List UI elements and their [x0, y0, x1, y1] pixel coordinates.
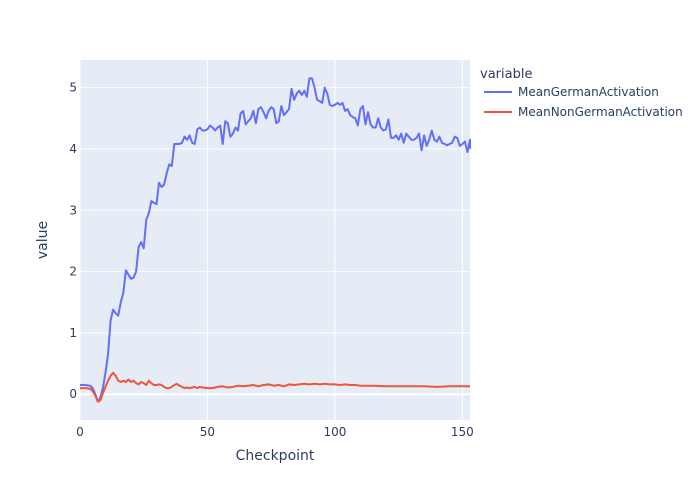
x-tick-label: 0: [76, 425, 84, 439]
series-line-german[interactable]: [80, 77, 471, 403]
x-tick-label: 150: [451, 425, 474, 439]
y-tick-label: 1: [69, 326, 77, 340]
legend[interactable]: variable MeanGermanActivation MeanNonGer…: [480, 67, 683, 119]
y-tick-label: 2: [69, 265, 77, 279]
y-tick-label: 0: [69, 387, 77, 401]
y-axis-ticks: 0 1 2 3 4 5: [69, 81, 77, 402]
y-tick-label: 4: [69, 142, 77, 156]
legend-title: variable: [480, 67, 532, 82]
series-line-nongerman[interactable]: [80, 371, 470, 403]
x-axis-title: Checkpoint: [236, 448, 315, 464]
x-tick-label: 50: [200, 425, 215, 439]
x-axis-ticks: 0 50 100 150: [76, 425, 474, 439]
x-tick-label: 100: [323, 425, 346, 439]
grid-lines: [79, 60, 470, 420]
y-tick-label: 5: [69, 81, 77, 95]
y-axis-title: value: [35, 221, 51, 259]
series-layer: [80, 77, 471, 403]
y-tick-label: 3: [69, 203, 77, 217]
legend-label-nongerman[interactable]: MeanNonGermanActivation: [518, 105, 683, 119]
legend-label-german[interactable]: MeanGermanActivation: [518, 85, 659, 99]
